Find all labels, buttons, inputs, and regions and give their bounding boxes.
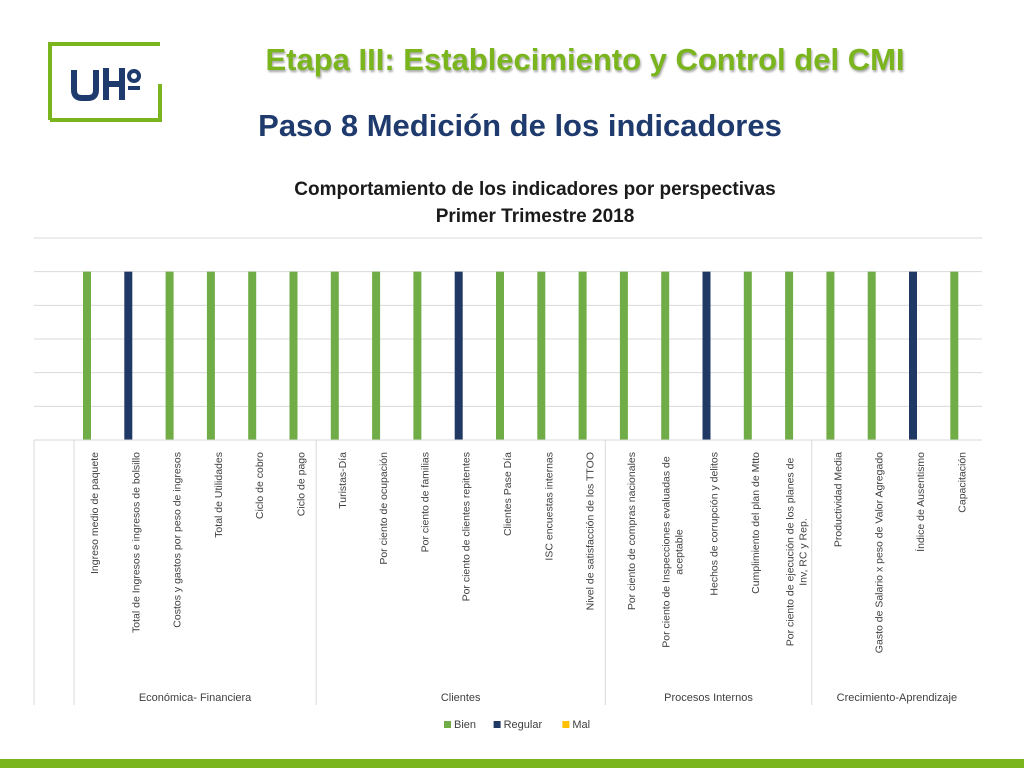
category-label: Clientes Pase Día xyxy=(502,452,514,536)
bar-bien xyxy=(413,271,422,440)
bar-regular xyxy=(702,271,711,440)
indicator-chart: Ingreso medio de paquete Total de Ingreso… xyxy=(33,237,982,731)
bar-bien xyxy=(83,271,91,440)
uho-logo xyxy=(48,42,162,122)
footer-bar xyxy=(0,759,1024,768)
category-label: Índice de Ausentismo xyxy=(914,452,927,552)
category-label: Costos y gastos por peso de ingresos xyxy=(172,452,184,628)
legend-label: Bien xyxy=(454,719,476,731)
bar-bien xyxy=(826,271,835,440)
chart-subtitle: Primer Trimestre 2018 xyxy=(435,206,635,227)
bar-bien xyxy=(206,271,215,440)
bar-regular xyxy=(124,271,133,440)
legend-swatch xyxy=(493,721,501,728)
chart-title-block: Comportamiento de los indicadores por pe… xyxy=(130,176,940,230)
bar-bien xyxy=(289,271,298,440)
bar-bien xyxy=(537,271,546,440)
bar-bien xyxy=(330,271,339,440)
page-title: Etapa III: Establecimiento y Control del… xyxy=(265,42,905,77)
category-label: Por ciento de ejecución de los planes de… xyxy=(785,458,810,647)
category-label: Productividad Media xyxy=(832,452,844,547)
bar-regular xyxy=(909,271,917,440)
category-label: Hechos de corrupción y delitos xyxy=(709,452,721,596)
category-label: Por ciento de familias xyxy=(419,452,431,552)
bar-bien xyxy=(165,271,174,440)
bar-bien xyxy=(619,271,628,440)
group-label: Clientes xyxy=(441,692,481,704)
bar-bien xyxy=(372,271,381,440)
chart-title: Comportamiento de los indicadores por pe… xyxy=(294,179,776,200)
category-label: Capacitación xyxy=(956,452,968,513)
category-label: Total de Utilidades xyxy=(213,452,225,538)
legend-label: Regular xyxy=(504,719,543,731)
legend-swatch xyxy=(444,721,451,728)
bar-regular xyxy=(454,271,463,440)
bar-bien xyxy=(248,271,257,440)
bar-bien xyxy=(743,271,752,440)
group-label: Económica- Financiera xyxy=(139,692,252,704)
category-label: Ciclo de pago xyxy=(296,452,308,516)
bar-bien xyxy=(867,271,876,440)
category-label: Total de Ingresos e ingresos de bolsillo xyxy=(130,452,142,633)
category-label: Turistas-Día xyxy=(337,452,349,509)
category-label: Por ciento de clientes repitentes xyxy=(461,452,473,601)
bar-bien xyxy=(661,271,670,440)
bar-bien xyxy=(578,271,587,440)
group-label: Crecimiento-Aprendizaje xyxy=(837,692,957,704)
category-label: Por ciento de Inspecciones evaluadas dea… xyxy=(661,456,686,648)
category-label: Por ciento de compras nacionales xyxy=(626,452,638,610)
category-label: Ciclo de cobro xyxy=(254,452,266,519)
category-label: Nivel de satisfacción de los TTOO xyxy=(585,452,597,610)
bar-bien xyxy=(950,271,959,440)
category-label: Por ciento de ocupación xyxy=(378,452,390,565)
page-subtitle: Paso 8 Medición de los indicadores xyxy=(258,108,782,143)
category-label: Gasto de Salario x peso de Valor Agregad… xyxy=(874,452,886,653)
category-label: ISC encuestas internas xyxy=(543,452,555,561)
group-label: Procesos Internos xyxy=(664,692,753,704)
legend-swatch xyxy=(562,721,570,728)
category-label: Ingreso medio de paquete xyxy=(89,452,101,574)
legend-label: Mal xyxy=(572,719,590,731)
category-label: Cumplimiento del plan de Mtto xyxy=(750,452,762,594)
bar-bien xyxy=(785,271,794,440)
bar-bien xyxy=(496,271,504,440)
